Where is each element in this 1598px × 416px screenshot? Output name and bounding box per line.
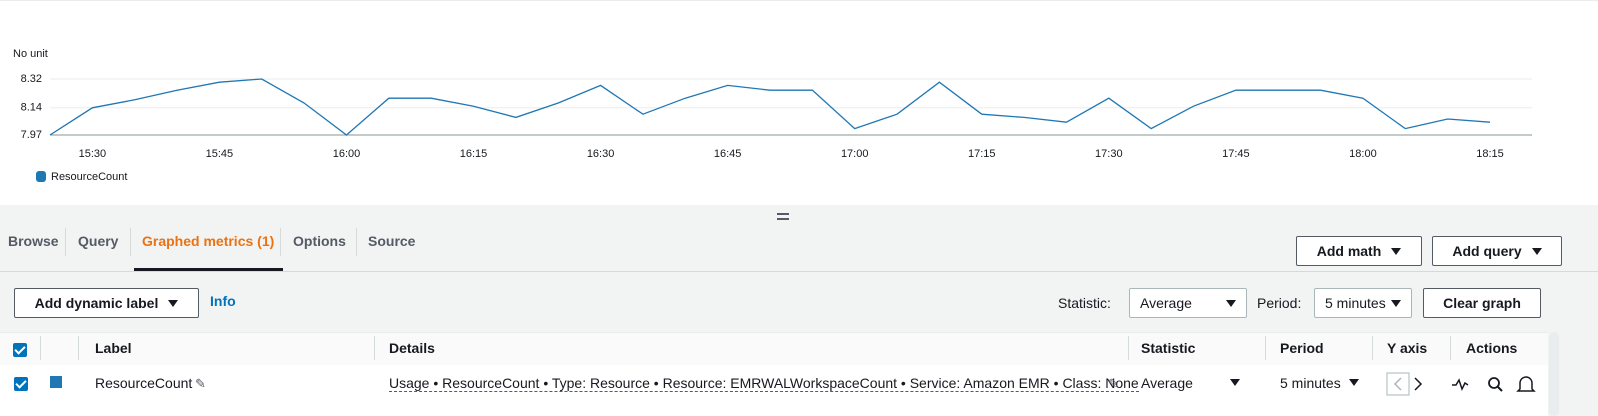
y-axis-left[interactable] [1386, 372, 1410, 396]
legend-label: ResourceCount [51, 171, 127, 183]
x-tick-label: 17:00 [841, 148, 869, 160]
column-header: Label [95, 340, 132, 356]
column-border [1128, 336, 1129, 360]
tab[interactable]: Browse [8, 233, 59, 249]
period-select[interactable]: 5 minutes [1314, 288, 1412, 318]
x-tick-label: 17:15 [968, 148, 996, 160]
column-border [1450, 336, 1451, 360]
column-header: Y axis [1387, 340, 1428, 356]
column-header: Statistic [1141, 340, 1196, 356]
y-tick-label: 7.97 [21, 129, 42, 141]
select-value: 5 minutes [1325, 295, 1386, 311]
search-icon-handle [1497, 386, 1503, 392]
series-color[interactable] [50, 376, 62, 388]
top-border [0, 0, 1598, 1]
tab-border [0, 271, 1598, 272]
chart: No unit 7.97 8.14 8.32 15:30 15:45 16:00 16:15… [13, 48, 1532, 183]
button-text: Add math [1316, 243, 1382, 259]
x-tick-label: 17:30 [1095, 148, 1123, 160]
row-period[interactable]: 5 minutes [1280, 375, 1341, 391]
tab[interactable]: Query [78, 233, 119, 249]
legend-swatch [36, 171, 46, 182]
x-tick-label: 16:00 [333, 148, 361, 160]
column-header: Period [1280, 340, 1324, 356]
row-label: ResourceCount [95, 375, 193, 391]
scrollbar[interactable] [1549, 332, 1559, 416]
button-text: Clear graph [1443, 295, 1521, 311]
row-icons [1386, 372, 1536, 396]
y-axis-left-arrow[interactable] [1393, 377, 1402, 391]
dropdown-arrow[interactable] [1230, 379, 1240, 386]
tab-separator [65, 228, 66, 256]
edit-icon[interactable]: ✎ [195, 376, 206, 391]
row-checkbox[interactable] [14, 377, 28, 391]
column-header: Details [389, 340, 435, 356]
statistic-label: Statistic: [1058, 295, 1111, 311]
column-border [78, 336, 79, 360]
add-dynamic-label-button[interactable]: Add dynamic label [14, 288, 199, 318]
x-tick-label: 17:45 [1222, 148, 1250, 160]
x-tick-label: 16:45 [714, 148, 742, 160]
x-tick-label: 16:30 [587, 148, 615, 160]
column-border [374, 336, 375, 360]
tab-active[interactable]: Graphed metrics (1) [142, 233, 275, 249]
tab-separator [356, 228, 357, 256]
select-all-checkbox[interactable] [13, 343, 27, 357]
tab-separator [280, 228, 281, 256]
button-text: Add dynamic label [34, 295, 159, 311]
table-row [0, 365, 1548, 416]
select-value: Average [1140, 295, 1192, 311]
column-border [40, 336, 41, 360]
line-series [49, 78, 1491, 136]
tab-separator [130, 228, 131, 256]
alarm-icon[interactable] [1516, 376, 1536, 392]
button-text: Add query [1452, 243, 1522, 259]
resize-handle[interactable] [777, 213, 789, 215]
tab-underline [134, 268, 283, 271]
tab[interactable]: Options [293, 233, 346, 249]
row-statistic[interactable]: Average [1141, 375, 1193, 391]
search-icon[interactable] [1488, 377, 1500, 389]
y-tick-label: 8.14 [21, 102, 42, 114]
y-axis-right[interactable] [1414, 377, 1423, 391]
x-tick-label: 16:15 [460, 148, 488, 160]
y-axis-label: No unit [13, 48, 48, 60]
add-math-button[interactable]: Add math [1296, 236, 1422, 266]
row-details: Usage • ResourceCount • Type: Resource •… [389, 375, 1139, 392]
add-query-button[interactable]: Add query [1432, 236, 1562, 266]
x-tick-label: 18:00 [1349, 148, 1377, 160]
y-tick-label: 8.32 [21, 73, 42, 85]
column-border [1372, 336, 1373, 360]
column-header: Actions [1466, 340, 1518, 356]
resize-handle[interactable] [777, 218, 789, 220]
dropdown-arrow[interactable] [1349, 379, 1359, 386]
tab[interactable]: Source [368, 233, 416, 249]
x-tick-label: 18:15 [1476, 148, 1504, 160]
period-label: Period: [1257, 295, 1302, 311]
statistic-select[interactable]: Average [1129, 288, 1247, 318]
anomaly-icon[interactable] [1452, 378, 1469, 391]
x-tick-label: 15:45 [206, 148, 234, 160]
edit-icon[interactable]: ✎ [1108, 376, 1119, 391]
column-border [1265, 336, 1266, 360]
x-tick-label: 15:30 [79, 148, 107, 160]
clear-graph-button[interactable]: Clear graph [1423, 288, 1541, 318]
info-link[interactable]: Info [210, 293, 236, 309]
